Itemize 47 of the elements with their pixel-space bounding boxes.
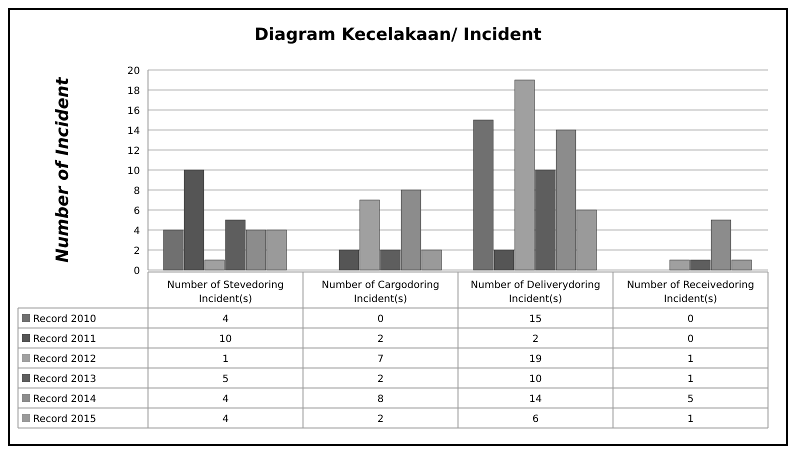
legend-label: Record 2013 bbox=[33, 374, 96, 385]
x-tick-label: Number of Deliverydoring Incident(s) bbox=[470, 280, 600, 305]
y-tick-label: 20 bbox=[127, 66, 140, 77]
data-label: 14 bbox=[529, 394, 542, 405]
data-label: 4 bbox=[222, 414, 229, 425]
y-tick-label: 10 bbox=[127, 166, 140, 177]
y-tick-label: 18 bbox=[127, 86, 140, 97]
y-tick-label: 4 bbox=[134, 226, 140, 237]
legend-label: Record 2014 bbox=[33, 394, 96, 405]
data-label: 10 bbox=[219, 334, 232, 345]
data-label: 2 bbox=[377, 334, 384, 345]
legend-label: Record 2015 bbox=[33, 414, 96, 425]
data-label: 7 bbox=[377, 354, 384, 365]
y-tick-label: 2 bbox=[134, 246, 140, 257]
data-label: 8 bbox=[377, 394, 384, 405]
data-label: 5 bbox=[222, 374, 229, 385]
y-tick-label: 12 bbox=[127, 146, 140, 157]
x-tick-label: Number of Cargodoring Incident(s) bbox=[322, 280, 440, 305]
y-axis-title: Number of Incident bbox=[53, 76, 73, 263]
data-label: 0 bbox=[687, 314, 694, 325]
x-tick-label: Number of Receivedoring Incident(s) bbox=[626, 280, 754, 305]
data-label: 5 bbox=[687, 394, 694, 405]
y-tick-label: 6 bbox=[134, 206, 140, 217]
data-label: 2 bbox=[532, 334, 539, 345]
chart-title: Diagram Kecelakaan/ Incident bbox=[254, 25, 542, 45]
data-label: 1 bbox=[687, 414, 694, 425]
legend-label: Record 2011 bbox=[33, 334, 96, 345]
data-label: 6 bbox=[532, 414, 539, 425]
data-label: 4 bbox=[222, 314, 229, 325]
x-tick-label: Number of Stevedoring Incident(s) bbox=[167, 280, 284, 305]
data-label: 1 bbox=[687, 374, 694, 385]
data-label: 19 bbox=[529, 354, 542, 365]
data-label: 0 bbox=[377, 314, 384, 325]
data-label: 10 bbox=[529, 374, 542, 385]
y-tick-label: 0 bbox=[134, 266, 140, 277]
legend-label: Record 2010 bbox=[33, 314, 96, 325]
y-tick-label: 8 bbox=[134, 186, 140, 197]
data-label: 0 bbox=[687, 334, 694, 345]
data-label: 15 bbox=[529, 314, 542, 325]
data-label: 1 bbox=[222, 354, 229, 365]
data-label: 2 bbox=[377, 414, 384, 425]
data-label: 2 bbox=[377, 374, 384, 385]
data-label: 1 bbox=[687, 354, 694, 365]
data-label: 4 bbox=[222, 394, 229, 405]
y-tick-label: 16 bbox=[127, 106, 140, 117]
y-tick-label: 14 bbox=[127, 126, 140, 137]
legend-label: Record 2012 bbox=[33, 354, 96, 365]
